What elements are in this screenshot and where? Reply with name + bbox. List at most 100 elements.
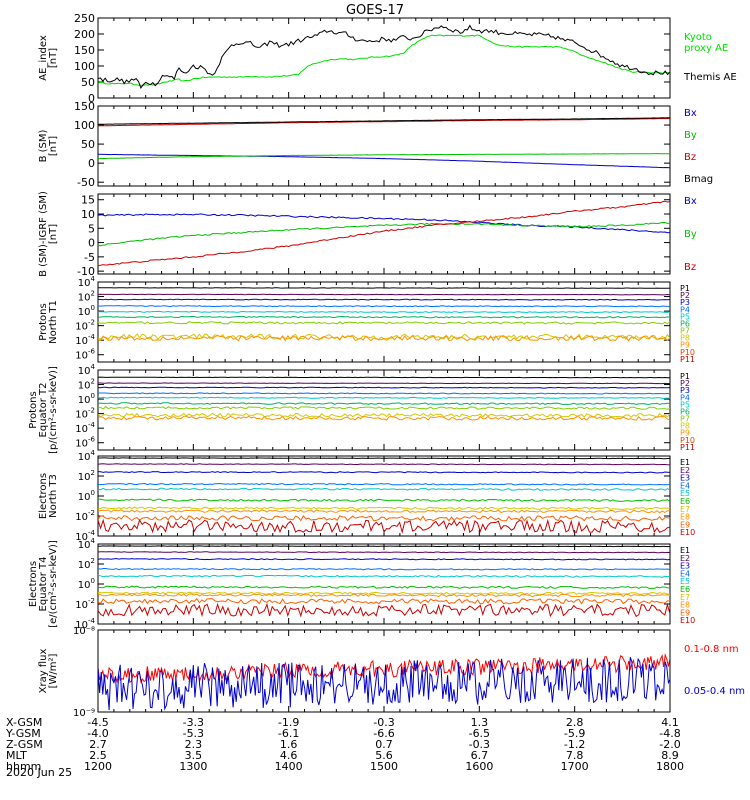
channel-label-e6: E6 (680, 585, 690, 594)
channel-label-p8: P8 (680, 334, 690, 343)
channel-p2 (98, 382, 670, 385)
y-tick-label: 104 (78, 363, 96, 377)
channel-label-e8: E8 (680, 601, 690, 610)
channel-label-p7: P7 (680, 327, 690, 336)
channel-label-e6: E6 (680, 497, 690, 506)
series-line-bz (98, 200, 670, 267)
y-tick-label: 10-4 (75, 617, 95, 631)
channel-p9 (98, 334, 670, 342)
y-tick-label: 100 (78, 392, 95, 406)
channel-label-p2: P2 (680, 379, 690, 388)
channel-p1 (98, 287, 670, 289)
legend-kyoto-proxy-ae: proxy AE (684, 43, 728, 54)
tick-exponent: -4 (88, 529, 96, 537)
channel-label-p1: P1 (680, 372, 690, 381)
y-tick-label: -5 (84, 251, 95, 264)
channel-label-p1: P1 (680, 284, 690, 293)
panel-frame (97, 369, 671, 451)
plot-area (98, 545, 670, 618)
channel-p4 (98, 392, 670, 395)
channel-label-p7: P7 (680, 415, 690, 424)
channel-label-e9: E9 (680, 520, 690, 529)
y-tick-label: 50 (81, 76, 95, 89)
tick-base: 10 (78, 278, 91, 289)
y-tick-label: 0 (88, 157, 95, 170)
tick-base: 10 (78, 492, 91, 503)
y-axis-label: Equator T4 (38, 557, 49, 612)
x-tick-value: -4.0 (87, 727, 108, 740)
x-tick-value: 6.7 (471, 749, 489, 762)
channel-label-p3: P3 (680, 386, 690, 395)
legend-kyoto-proxy-ae: Kyoto (684, 32, 712, 43)
channel-label-e4: E4 (680, 481, 690, 490)
y-tick-label: -50 (77, 176, 95, 189)
channel-label-e4: E4 (680, 569, 690, 578)
y-tick-label: 10-2 (75, 407, 95, 421)
channel-p3 (98, 386, 670, 389)
panel-frame (97, 105, 671, 187)
y-tick-label: 10-2 (75, 509, 95, 523)
channel-e5 (98, 487, 670, 491)
channel-e10 (98, 518, 670, 534)
series-line-0-1-0-8-nm (98, 653, 670, 684)
channel-label-p3: P3 (680, 298, 690, 307)
y-tick-label: 150 (74, 100, 95, 113)
tick-exponent: 4 (91, 537, 96, 545)
channel-e4 (98, 482, 670, 486)
y-tick-label: 10 (81, 208, 95, 221)
channel-e1 (98, 457, 670, 460)
x-axis-table: X-GSM -4.5 -3.3 -1.9 -0.3 1.3 2.8 4.1 Y-GSM -4.0 -… (5, 716, 684, 773)
y-axis-label: [nT] (48, 136, 59, 156)
tick-exponent: -6 (88, 348, 96, 356)
x-tick-value: 2.8 (566, 716, 584, 729)
channel-e5 (98, 574, 670, 578)
tick-exponent: -2 (88, 597, 95, 605)
channel-label-e1: E1 (680, 458, 690, 467)
y-tick-label: 0 (88, 237, 95, 250)
channel-e1 (98, 545, 670, 548)
y-tick-label: 10-6 (75, 436, 95, 450)
tick-base: 10 (75, 600, 88, 611)
y-tick-label: 10⁻⁸ (73, 626, 95, 637)
x-tick-value: 1.6 (280, 738, 298, 751)
tick-base: 10 (78, 472, 91, 483)
tick-exponent: 0 (91, 304, 95, 312)
y-tick-label: 100 (78, 577, 95, 591)
channel-e4 (98, 567, 670, 571)
channel-label-p6: P6 (680, 407, 690, 416)
legend-by: By (684, 229, 697, 240)
plot-area (98, 653, 670, 711)
channel-label-p4: P4 (680, 393, 690, 402)
x-tick-value: -6.6 (373, 727, 394, 740)
y-tick-label: 250 (74, 12, 95, 25)
y-tick-label: 10-2 (75, 319, 95, 333)
channel-label-e7: E7 (680, 505, 690, 514)
x-row-label-mlt: MLT (6, 749, 27, 762)
channel-label-p10: P10 (680, 348, 695, 357)
panel-xray: 10⁻⁸ 10⁻⁹ Xray flux [W/m²] 0.1-0.8 nm 0.05-0.… (38, 626, 745, 719)
tick-base: 10 (78, 307, 91, 318)
plot-area (98, 200, 670, 267)
y-tick-label: 10-6 (75, 348, 95, 362)
channel-label-e10: E10 (680, 528, 695, 537)
tick-base: 10 (75, 424, 88, 435)
y-tick-label: 104 (78, 537, 96, 551)
panel-frame (97, 629, 671, 713)
tick-exponent: 4 (91, 275, 96, 283)
y-tick-label: 200 (74, 28, 95, 41)
y-axis-label: [nT] (48, 224, 59, 244)
y-tick-label: 0 (88, 92, 95, 105)
tick-base: 10 (78, 560, 91, 571)
channel-label-e10: E10 (680, 616, 695, 625)
x-tick-value: -6.1 (278, 727, 299, 740)
series-line-by (98, 221, 670, 247)
series-line-by (98, 153, 670, 160)
y-tick-label: 10⁻⁹ (73, 708, 95, 719)
x-row-label-x-gsm: X-GSM (6, 716, 42, 729)
y-axis-label: B (SM) (38, 129, 49, 162)
x-tick-value: 0.7 (375, 738, 393, 751)
channel-p1 (98, 376, 670, 379)
channel-label-p9: P9 (680, 429, 690, 438)
